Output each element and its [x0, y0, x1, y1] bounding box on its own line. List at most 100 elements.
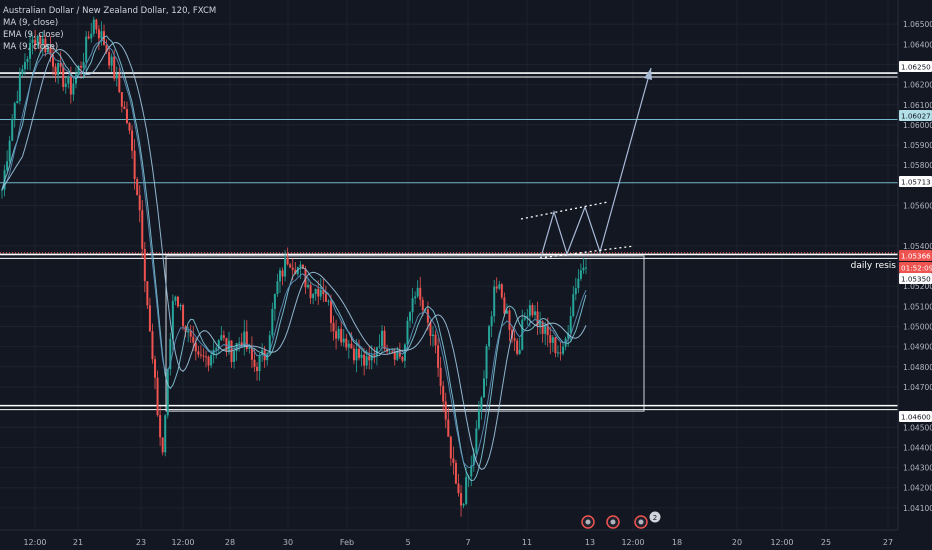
candle-down [123, 106, 126, 110]
indicator-ema[interactable]: EMA (9, close) [3, 30, 64, 40]
candle-down [460, 493, 463, 506]
candle-up [355, 348, 358, 361]
candle-down [59, 63, 62, 67]
candle-down [289, 264, 292, 268]
price-tick-label: 1.05200 [903, 282, 932, 291]
price-label-bg [899, 262, 932, 273]
time-tick-label: 12:00 [171, 538, 194, 547]
candle-up [528, 305, 531, 316]
price-label-text: 1.06027 [901, 112, 931, 121]
price-label-text: 1.05366 [901, 252, 931, 261]
candle-down [434, 334, 437, 346]
candle-up [572, 294, 575, 317]
candle-up [370, 355, 373, 361]
price-tick-label: 1.06200 [903, 81, 932, 90]
candle-down [352, 348, 355, 361]
candle-down [182, 305, 185, 327]
projection-path [540, 67, 652, 258]
candle-up [539, 321, 542, 326]
candle-up [470, 465, 473, 477]
candle-down [113, 56, 116, 79]
candle-up [406, 320, 409, 345]
price-tick-label: 1.04800 [903, 363, 932, 372]
price-tick-label: 1.06100 [903, 101, 932, 110]
candle-up [273, 293, 276, 309]
time-tick-label: 18 [672, 538, 682, 547]
annotations[interactable]: daily resis [520, 67, 897, 271]
price-axis[interactable]: 1.065001.064001.063001.062001.061001.060… [897, 0, 932, 530]
candle-up [164, 415, 167, 453]
candle-down [457, 483, 460, 494]
candle-down [148, 305, 151, 332]
candle-down [419, 287, 422, 300]
candle-up [16, 101, 19, 104]
candle-down [541, 321, 544, 334]
range-box [165, 255, 645, 412]
candle-down [317, 288, 320, 297]
candle-down [184, 326, 187, 333]
candle-down [454, 462, 457, 484]
time-tick-label: 21 [73, 538, 83, 547]
candle-down [120, 92, 123, 107]
candle-up [166, 369, 169, 416]
candle-up [171, 300, 174, 339]
price-tick-label: 1.06500 [903, 20, 932, 29]
time-axis[interactable]: 12:00 21 23 12:00 28 30 Feb 5 7 11 13 12:00 18 20 12:0… [0, 529, 898, 547]
candle-down [199, 354, 202, 356]
candle-down [131, 130, 134, 151]
earnings-icon-dot [610, 519, 616, 525]
candle-down [324, 294, 327, 302]
candle-down [401, 356, 404, 361]
candle-up [347, 343, 350, 348]
symbol-title[interactable]: Australian Dollar / New Zealand Dollar, … [3, 6, 217, 16]
candle-down [531, 305, 534, 316]
candle-up [414, 296, 417, 299]
candle-down [513, 338, 516, 341]
indicator-ma-1[interactable]: MA (9, close) [3, 18, 59, 28]
candle-down [329, 300, 332, 323]
candle-down [245, 331, 248, 349]
candle-up [36, 35, 39, 46]
candle-up [276, 281, 279, 294]
candle-up [284, 257, 287, 277]
event-markers[interactable]: 2 [581, 510, 662, 529]
candle-down [500, 284, 503, 298]
candle-up [77, 65, 80, 75]
candle-up [505, 310, 508, 314]
price-label-text: 1.06250 [901, 63, 931, 72]
candle-up [475, 428, 478, 454]
candle-up [13, 103, 16, 119]
price-label-text: 1.05350 [901, 275, 931, 284]
indicator-ma-2[interactable]: MA (9, close) [3, 42, 59, 52]
candle-up [243, 331, 246, 346]
candle-up [67, 76, 70, 84]
candle-up [526, 315, 529, 318]
candle-down [452, 458, 455, 463]
candle-down [154, 359, 157, 378]
candle-down [240, 342, 243, 346]
grid [0, 0, 898, 530]
candle-down [373, 355, 376, 357]
candle-down [95, 19, 98, 30]
candle-up [215, 348, 218, 350]
candle-down [52, 54, 55, 67]
candle-up [115, 73, 118, 79]
time-tick-label: 13 [585, 538, 595, 547]
candle-down [358, 348, 361, 358]
candle-up [82, 61, 85, 68]
price-tick-label: 1.04700 [903, 383, 932, 392]
candle-up [314, 288, 317, 294]
event-count-text: 2 [653, 514, 657, 522]
level-text-label: daily resis [851, 261, 897, 271]
candle-up [169, 338, 172, 370]
candle-up [388, 351, 391, 353]
candle-up [551, 337, 554, 343]
candle-down [69, 76, 72, 95]
ma-line [1, 35, 587, 482]
candle-down [335, 331, 338, 339]
candle-up [1, 189, 3, 191]
candle-up [6, 161, 9, 171]
candle-down [536, 311, 539, 326]
candle-down [133, 150, 136, 180]
